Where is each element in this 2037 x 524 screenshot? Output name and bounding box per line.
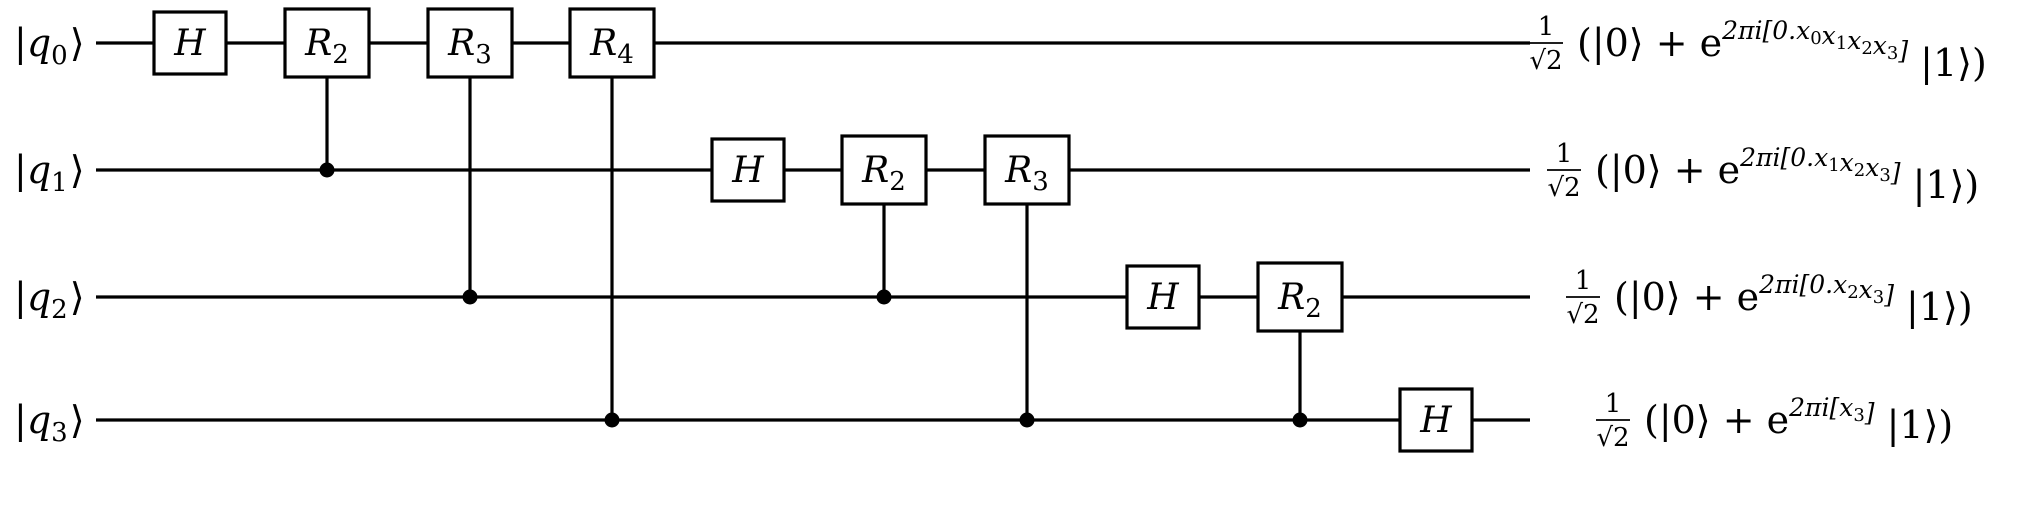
wires-layer — [96, 41, 1530, 422]
controls-layer — [319, 43, 1308, 428]
gate-label: H — [1419, 400, 1452, 441]
gate-label: R3 — [447, 23, 492, 70]
state-expression: (|0⟩ + e2πi[0.x1x2x3] |1⟩) — [1595, 143, 1979, 207]
qubit-label: |q3⟩ — [14, 398, 85, 448]
gate-box — [283, 7, 371, 79]
hadamard-gate: H — [152, 10, 228, 76]
rotation-gate: R2 — [840, 134, 928, 206]
qubit-labels: |q0⟩ |q1⟩ |q2⟩ |q3⟩ — [14, 21, 85, 448]
control-dot — [1292, 412, 1308, 428]
qubit-label: |q1⟩ — [14, 148, 85, 198]
gate-box — [840, 134, 928, 206]
fraction-numerator: 1 — [1605, 389, 1622, 419]
gate-box — [983, 134, 1071, 206]
output-state: 1 √2 (|0⟩ + e2πi[0.x1x2x3] |1⟩) — [1547, 139, 1979, 207]
output-state: 1 √2 (|0⟩ + e2πi[0.x0x1x2x3] |1⟩) — [1529, 12, 1987, 85]
fraction-numerator: 1 — [1538, 12, 1555, 42]
gate-label: R3 — [1004, 150, 1049, 197]
gate-box — [568, 7, 656, 79]
gate-label: H — [1146, 277, 1179, 318]
gates-layer: H R2 R3 R4 H R2 R3 H R2 H — [152, 7, 1474, 453]
fraction-denominator: √2 — [1596, 423, 1629, 453]
state-expression: (|0⟩ + e2πi[0.x2x3] |1⟩) — [1614, 270, 1973, 329]
gate-label: R2 — [304, 23, 349, 70]
control-dot — [462, 289, 478, 305]
hadamard-gate: H — [710, 137, 786, 203]
control-dot — [1019, 412, 1035, 428]
hadamard-gate: H — [1125, 264, 1201, 330]
output-state: 1 √2 (|0⟩ + e2πi[0.x2x3] |1⟩) — [1566, 266, 1973, 330]
control-dot — [319, 162, 335, 178]
gate-box — [1125, 264, 1201, 330]
gate-box — [1398, 387, 1474, 453]
fraction-denominator: √2 — [1547, 173, 1580, 203]
gate-label: H — [173, 23, 206, 64]
rotation-gate: R4 — [568, 7, 656, 79]
gate-box — [152, 10, 228, 76]
output-state: 1 √2 (|0⟩ + e2πi[x3] |1⟩) — [1596, 389, 1953, 453]
fraction-numerator: 1 — [1575, 266, 1592, 296]
rotation-gate: R2 — [1256, 261, 1344, 333]
gate-label: R2 — [1277, 277, 1322, 324]
rotation-gate: R3 — [983, 134, 1071, 206]
gate-box — [1256, 261, 1344, 333]
control-dot — [876, 289, 892, 305]
gate-label: H — [731, 150, 764, 191]
qubit-label: |q2⟩ — [14, 275, 85, 325]
gate-label: R4 — [589, 23, 634, 70]
gate-box — [710, 137, 786, 203]
output-states: 1 √2 (|0⟩ + e2πi[0.x0x1x2x3] |1⟩) 1 √2 (|0⟩ +… — [1529, 12, 1987, 453]
fraction-denominator: √2 — [1566, 300, 1599, 330]
hadamard-gate: H — [1398, 387, 1474, 453]
rotation-gate: R2 — [283, 7, 371, 79]
qubit-label: |q0⟩ — [14, 21, 85, 71]
fraction-denominator: √2 — [1529, 46, 1562, 76]
state-expression: (|0⟩ + e2πi[x3] |1⟩) — [1644, 393, 1953, 447]
control-dot — [604, 412, 620, 428]
gate-label: R2 — [861, 150, 906, 197]
gate-box — [426, 7, 514, 79]
rotation-gate: R3 — [426, 7, 514, 79]
state-expression: (|0⟩ + e2πi[0.x0x1x2x3] |1⟩) — [1577, 16, 1987, 85]
fraction-numerator: 1 — [1556, 139, 1573, 169]
